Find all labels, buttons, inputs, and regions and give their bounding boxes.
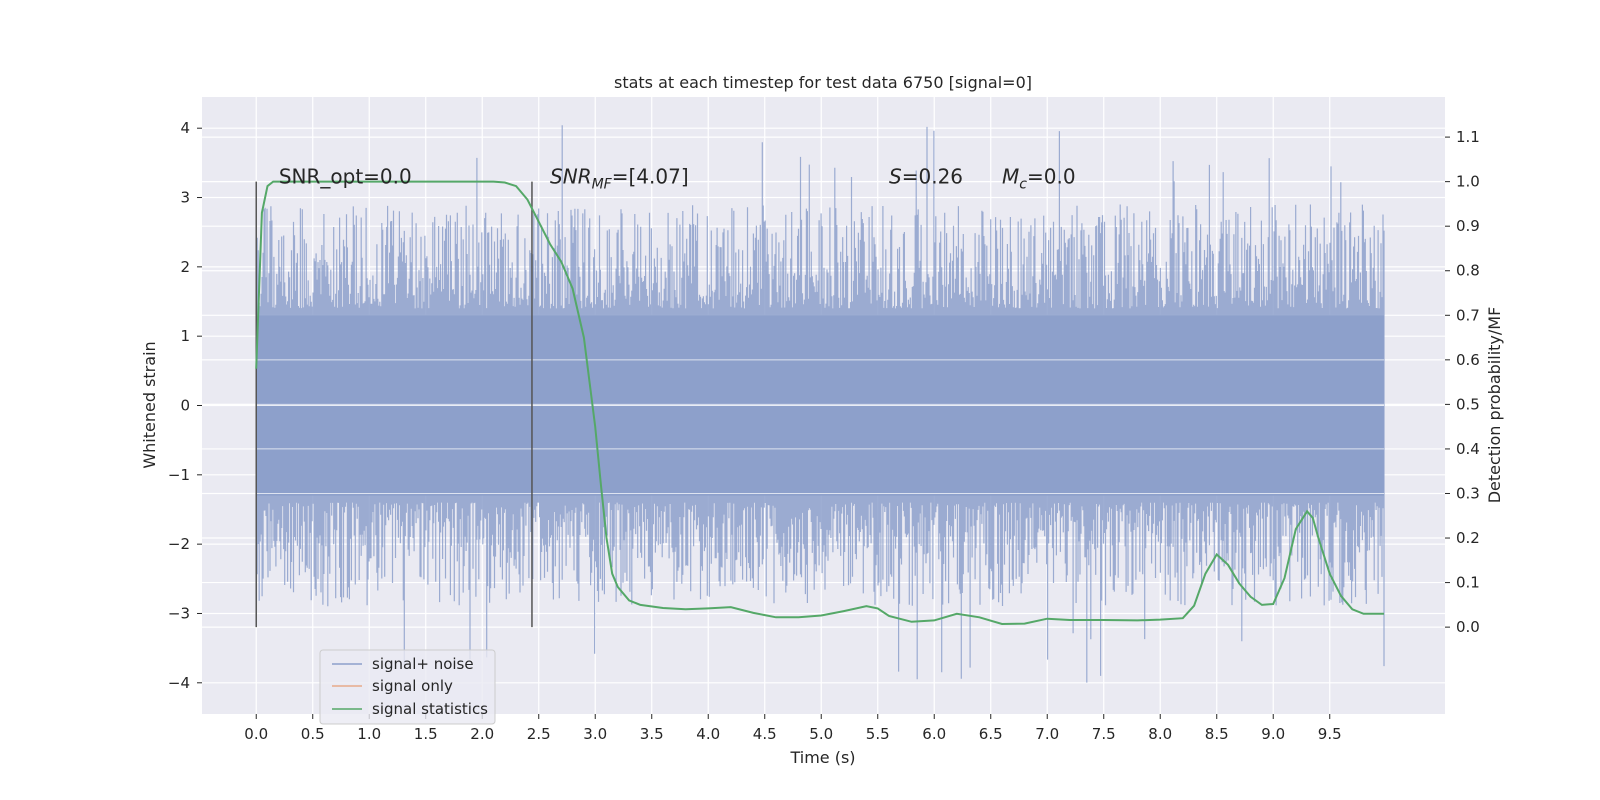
x-tick-label: 6.0 — [922, 725, 946, 743]
series-signal-noise — [255, 125, 1385, 683]
legend: signal+ noise signal only signal statist… — [319, 649, 496, 725]
y-tick-label: −2 — [168, 535, 190, 553]
y2-axis-ticks: 1.1 1.0 0.9 0.8 0.7 0.6 0.5 0.4 0.3 0.2 0.1 0.0 — [1445, 128, 1480, 636]
x-tick-label: 2.5 — [527, 725, 551, 743]
y2-tick-label: 1.1 — [1456, 128, 1480, 146]
x-tick-label: 5.5 — [866, 725, 890, 743]
y2-tick-label: 0.7 — [1456, 306, 1480, 324]
annotation: S=0.26 — [889, 165, 963, 189]
x-tick-label: 9.0 — [1261, 725, 1285, 743]
y2-tick-label: 0.3 — [1456, 484, 1480, 502]
x-tick-label: 6.5 — [979, 725, 1003, 743]
x-tick-label: 4.0 — [696, 725, 720, 743]
x-axis-label: Time (s) — [789, 748, 855, 767]
statistics-line — [255, 180, 1384, 626]
y-tick-label: 2 — [180, 258, 190, 276]
x-tick-label: 0.5 — [301, 725, 325, 743]
y-tick-label: 3 — [180, 189, 190, 207]
legend-label-signal-noise: signal+ noise — [372, 655, 474, 673]
y2-tick-label: 0.0 — [1456, 618, 1480, 636]
y2-axis-label: Detection probability/MF — [1485, 307, 1504, 504]
chart-title: stats at each timestep for test data 675… — [614, 73, 1032, 92]
y2-tick-label: 0.6 — [1456, 351, 1480, 369]
y-axis-ticks: 4 3 2 1 0 −1 −2 −3 −4 — [168, 119, 202, 692]
y2-tick-label: 0.9 — [1456, 217, 1480, 235]
vertical-markers — [255, 181, 533, 628]
y-tick-label: −1 — [168, 466, 190, 484]
annotations: SNR_opt=0.0 SNRMF=[4.07] S=0.26 Mc=0.0 — [279, 165, 1076, 193]
x-tick-label: 1.5 — [414, 725, 438, 743]
x-tick-label: 5.0 — [809, 725, 833, 743]
x-tick-label: 1.0 — [357, 725, 381, 743]
legend-box — [319, 649, 496, 725]
x-tick-label: 7.0 — [1035, 725, 1059, 743]
y-tick-label: −4 — [168, 674, 190, 692]
annotation: SNR_opt=0.0 — [279, 165, 412, 189]
x-tick-label: 8.0 — [1148, 725, 1172, 743]
x-tick-label: 8.5 — [1205, 725, 1229, 743]
x-tick-label: 3.5 — [640, 725, 664, 743]
y-tick-label: 0 — [180, 397, 190, 415]
legend-label-signal-statistics: signal statistics — [372, 700, 488, 718]
x-axis-ticks: 0.0 0.5 1.0 1.5 2.0 2.5 3.0 3.5 4.0 4.5 5.0 5.5 6.0 6… — [244, 714, 1342, 743]
y-tick-label: 4 — [180, 119, 190, 137]
x-tick-label: 0.0 — [244, 725, 268, 743]
legend-label-signal-only: signal only — [372, 677, 453, 695]
y-tick-label: 1 — [180, 327, 190, 345]
x-tick-label: 2.0 — [470, 725, 494, 743]
y2-tick-label: 1.0 — [1456, 173, 1480, 191]
y-axis-label: Whitened strain — [140, 341, 159, 468]
y2-tick-label: 0.1 — [1456, 574, 1480, 592]
y2-tick-label: 0.5 — [1456, 395, 1480, 413]
x-tick-label: 4.5 — [753, 725, 777, 743]
x-tick-label: 3.0 — [583, 725, 607, 743]
y-tick-label: −3 — [168, 604, 190, 622]
annotation: Mc=0.0 — [1002, 165, 1076, 193]
y2-tick-label: 0.4 — [1456, 440, 1480, 458]
annotation: SNRMF=[4.07] — [550, 165, 689, 193]
series-signal-statistics — [255, 180, 1384, 626]
x-tick-label: 9.5 — [1318, 725, 1342, 743]
y2-tick-label: 0.8 — [1456, 262, 1480, 280]
y2-tick-label: 0.2 — [1456, 529, 1480, 547]
x-tick-label: 7.5 — [1092, 725, 1116, 743]
